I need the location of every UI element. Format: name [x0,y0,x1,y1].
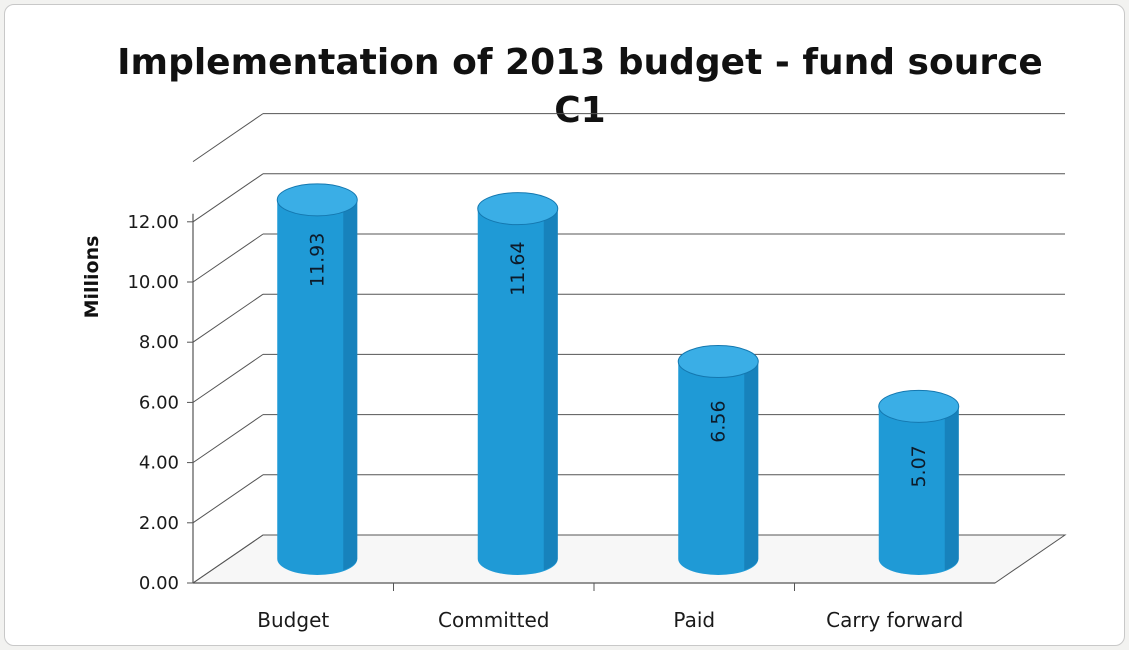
x-category-label: Carry forward [826,608,963,632]
x-category-label: Budget [257,608,329,632]
gridline-wall [192,113,264,163]
y-tick-label: 4.00 [139,453,179,474]
x-category-label: Paid [673,608,715,632]
bar: 11.93 [276,183,358,576]
bar-shade [343,199,358,571]
bar-shade [543,208,558,571]
bar-value-label: 11.64 [507,241,529,295]
y-tick-label: 0.00 [139,573,179,594]
chart-title-line-2: C1 [554,90,606,131]
bar-body [878,406,959,575]
bar-top [477,192,559,226]
bar-top [276,183,358,217]
bar-value-label: 6.56 [707,400,729,442]
bar: 6.56 [677,345,759,575]
bar-shade [944,406,959,571]
bar: 5.07 [878,389,960,575]
bar-top [878,389,960,423]
bar: 11.64 [477,192,559,576]
gridline-wall [192,233,264,283]
bar-top [677,345,759,379]
gridline-wall [192,293,264,343]
y-tick-label: 10.00 [127,272,179,293]
gridline-wall [192,474,264,524]
chart-title: Implementation of 2013 budget - fund sou… [5,39,1124,135]
y-axis-title: Millions [81,236,103,319]
y-tick-label: 6.00 [139,392,179,413]
gridline-wall [192,173,264,223]
bar-shade [744,361,759,571]
y-tick-label: 12.00 [127,212,179,233]
gridline-wall [192,414,264,464]
bar-body [277,199,358,576]
bar-value-label: 11.93 [306,233,328,287]
bar-body [678,361,759,575]
chart-title-line-1: Implementation of 2013 budget - fund sou… [117,42,1043,83]
bar-body [477,208,558,576]
gridline-wall [192,353,264,403]
bar-value-label: 5.07 [908,445,930,487]
y-tick-label: 2.00 [139,513,179,534]
y-tick-label: 8.00 [139,332,179,353]
gridline-wall [192,534,264,584]
x-category-label: Committed [438,608,549,632]
